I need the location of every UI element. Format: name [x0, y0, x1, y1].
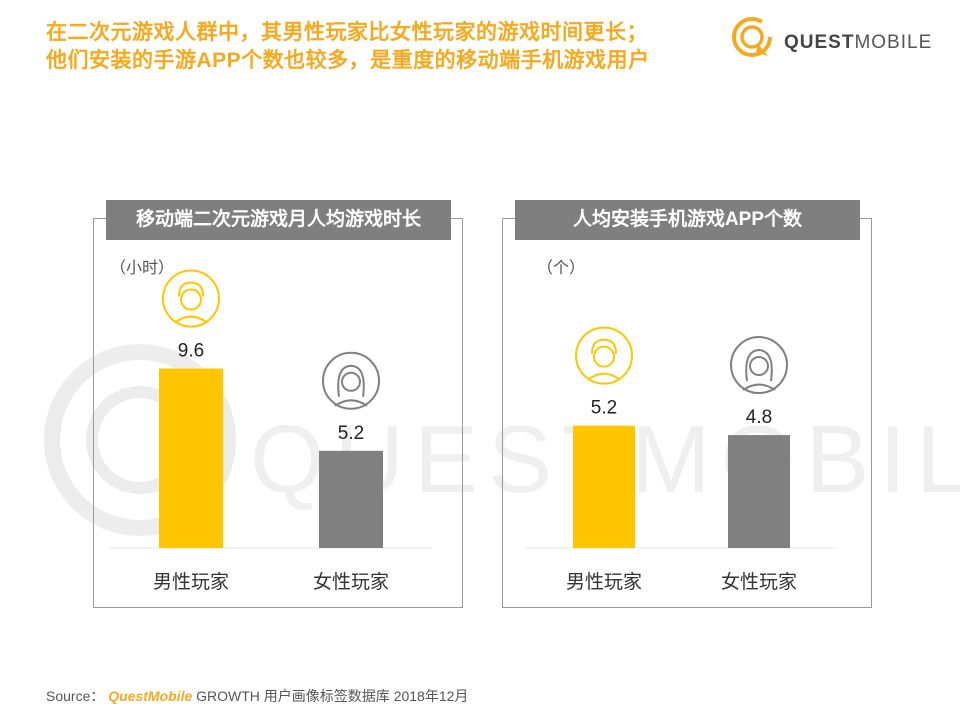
avatar-ring — [575, 326, 633, 385]
logo-wordmark: QUESTMOBILE — [784, 32, 932, 54]
source-label: Source： — [46, 688, 105, 704]
page-title-line-2: 他们安装的手游APP个数也较多，是重度的移动端手机游戏用户 — [46, 49, 650, 72]
source-note: Source： QuestMobile GROWTH 用户画像标签数据库 201… — [46, 686, 468, 706]
avatar-hair — [745, 349, 773, 382]
category-label: 男性玩家 — [153, 571, 229, 593]
avatar-face — [341, 371, 361, 392]
data-label: 9.6 — [178, 341, 204, 362]
category-label: 女性玩家 — [721, 571, 797, 593]
logo-text-bold: QUEST — [784, 32, 855, 53]
avatar-ring — [162, 269, 220, 328]
avatar-shoulders — [742, 383, 776, 391]
female-avatar-icon — [730, 336, 788, 395]
avatar-hair — [337, 364, 365, 397]
category-label: 女性玩家 — [313, 571, 389, 593]
avatar-face — [180, 288, 202, 311]
male-avatar-icon — [575, 326, 633, 385]
source-brand: QuestMobile — [108, 688, 193, 704]
chart-title-game-time: 移动端二次元游戏月人均游戏时长 — [106, 200, 451, 240]
avatar-ring — [322, 351, 380, 410]
questmobile-logo: QUESTMOBILE — [728, 14, 931, 64]
chart-title-app-count: 人均安装手机游戏APP个数 — [515, 200, 860, 240]
data-label: 5.2 — [591, 398, 617, 419]
data-label: 4.8 — [746, 407, 772, 428]
avatar-shoulders — [334, 399, 368, 407]
female-avatar-icon — [322, 351, 380, 410]
bar-male — [159, 368, 223, 548]
category-label: 男性玩家 — [566, 571, 642, 593]
bar-chart-0: 9.6 男性玩家 5.2 女性玩家 — [110, 269, 432, 593]
bar-female — [319, 450, 383, 548]
avatar-ring — [730, 336, 788, 395]
avatar-face — [749, 356, 769, 377]
avatar-shoulders — [174, 315, 208, 324]
bar-female — [728, 435, 790, 548]
avatar-hair — [178, 281, 204, 297]
avatar-hair — [591, 338, 617, 354]
page-title-line-1: 在二次元游戏人群中，其男性玩家比女性玩家的游戏时间更长； — [46, 21, 648, 44]
questmobile-logo-icon — [732, 17, 772, 57]
bar-male — [573, 425, 635, 548]
avatar-shoulders — [587, 372, 621, 381]
avatar-face — [593, 345, 615, 368]
male-avatar-icon — [162, 269, 220, 328]
logo-text-regular: MOBILE — [854, 32, 933, 53]
data-label: 5.2 — [338, 423, 364, 444]
unit-label-hours: （小时） — [110, 260, 175, 277]
source-text: GROWTH 用户画像标签数据库 2018年12月 — [196, 688, 469, 704]
unit-label-count: （个） — [537, 260, 586, 277]
bar-chart-1: 5.2 男性玩家 4.8 女性玩家 — [526, 326, 836, 593]
